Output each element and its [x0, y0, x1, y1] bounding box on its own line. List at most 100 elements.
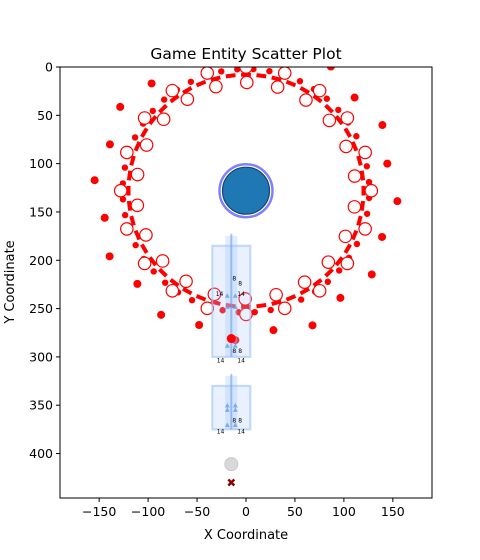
- ring-red-dot: [121, 211, 129, 219]
- tower-label: 14: [237, 428, 245, 435]
- tower-label: 8: [238, 418, 242, 425]
- tower-label: 8: [232, 418, 236, 425]
- red-arc-segment: [225, 73, 236, 79]
- red-arc-segment: [324, 267, 334, 278]
- red-arc-segment: [359, 200, 366, 211]
- tower-marker: [224, 343, 230, 348]
- x-tick-label: 150: [381, 504, 405, 519]
- tower-marker: [232, 343, 238, 348]
- white-marker: [239, 75, 254, 90]
- y-axis-label: Y Coordinate: [3, 240, 18, 324]
- white-marker: [200, 301, 215, 316]
- white-marker: [270, 80, 285, 94]
- x-tick-label: 0: [242, 504, 250, 519]
- white-marker: [130, 198, 145, 213]
- outer-red-dot: [90, 176, 99, 185]
- outer-red-dot: [269, 326, 278, 335]
- tower-label: 14: [237, 358, 245, 365]
- outer-red-dot: [383, 159, 392, 168]
- white-marker: [358, 222, 372, 236]
- ring-red-dot: [353, 133, 360, 140]
- tower-label: 14: [216, 291, 224, 298]
- white-marker: [277, 301, 292, 316]
- red-arc-segment: [312, 278, 323, 288]
- red-arc-segment: [285, 294, 297, 302]
- tower-label: 8: [232, 276, 236, 283]
- ring-red-dot: [297, 296, 305, 303]
- ring-red-dot: [266, 67, 273, 75]
- outer-red-dot: [105, 140, 114, 149]
- outer-red-dot: [195, 321, 204, 330]
- white-marker: [322, 113, 337, 128]
- red-arc-segment: [356, 215, 363, 226]
- white-marker: [137, 111, 152, 125]
- inner-red-dot: [226, 334, 236, 344]
- ring-red-dot: [121, 164, 129, 171]
- outer-red-dot: [326, 67, 335, 71]
- white-marker: [113, 183, 128, 198]
- red-arc-segment: [148, 115, 158, 126]
- outer-red-dot: [378, 232, 387, 241]
- ring-red-dot: [267, 306, 274, 314]
- tower-label: 8: [238, 348, 242, 355]
- red-arc-segment: [271, 299, 282, 306]
- y-tick-label: 100: [29, 156, 53, 171]
- red-arc-segment: [343, 127, 352, 138]
- white-marker: [347, 200, 362, 214]
- red-arc-segment: [299, 286, 310, 296]
- ring-red-dot: [335, 106, 342, 114]
- y-tick-label: 400: [29, 446, 53, 461]
- red-arc-segment: [256, 73, 267, 79]
- tower-marker: [224, 407, 230, 412]
- white-marker: [297, 275, 312, 289]
- red-arc-segment: [148, 256, 158, 267]
- red-arc-segment: [169, 278, 180, 288]
- tower-marker: [232, 402, 238, 408]
- red-arc-segment: [158, 267, 168, 278]
- white-marker: [269, 287, 283, 302]
- tower-label: 8: [238, 280, 242, 287]
- ring-red-dot: [323, 95, 331, 102]
- white-marker: [156, 112, 171, 127]
- ring-red-dot: [363, 163, 371, 170]
- white-marker: [299, 93, 313, 107]
- red-arc-segment: [350, 229, 359, 241]
- white-marker: [139, 138, 154, 152]
- white-marker: [207, 287, 222, 302]
- red-arc-segment: [334, 115, 344, 126]
- x-tick-label: −50: [184, 504, 210, 519]
- white-marker: [180, 92, 195, 107]
- x-marker-stroke: [227, 478, 236, 487]
- gray-marker: [224, 457, 239, 472]
- ring-red-dot: [187, 78, 195, 85]
- x-tick-label: 100: [332, 504, 356, 519]
- ring-red-dot: [296, 77, 304, 85]
- red-arc-segment: [350, 141, 359, 152]
- red-arc-segment: [195, 294, 207, 302]
- outer-red-dot: [350, 93, 359, 102]
- tower-marker: [224, 293, 230, 298]
- red-arc-segment: [312, 94, 323, 104]
- outer-red-dot: [157, 310, 166, 319]
- y-tick-label: 300: [29, 349, 53, 364]
- red-arc-segment: [133, 141, 142, 152]
- red-arc-segment: [324, 103, 334, 114]
- white-marker: [179, 274, 193, 289]
- red-arc-segment: [182, 86, 193, 95]
- white-marker: [347, 169, 362, 183]
- red-arc-segment: [158, 103, 168, 114]
- ring-red-dot: [219, 307, 226, 314]
- y-tick-label: 350: [29, 398, 53, 413]
- player-halo: [218, 162, 274, 219]
- white-marker: [238, 292, 253, 306]
- ring-red-dot: [251, 308, 258, 316]
- y-tick-label: 150: [29, 204, 53, 219]
- white-marker: [155, 254, 170, 268]
- y-tick-label: 250: [29, 301, 53, 316]
- outer-red-dot: [147, 79, 156, 88]
- white-marker: [321, 255, 336, 269]
- outer-red-dot: [378, 121, 387, 130]
- red-arc-segment: [169, 94, 180, 104]
- tower-marker: [232, 293, 238, 298]
